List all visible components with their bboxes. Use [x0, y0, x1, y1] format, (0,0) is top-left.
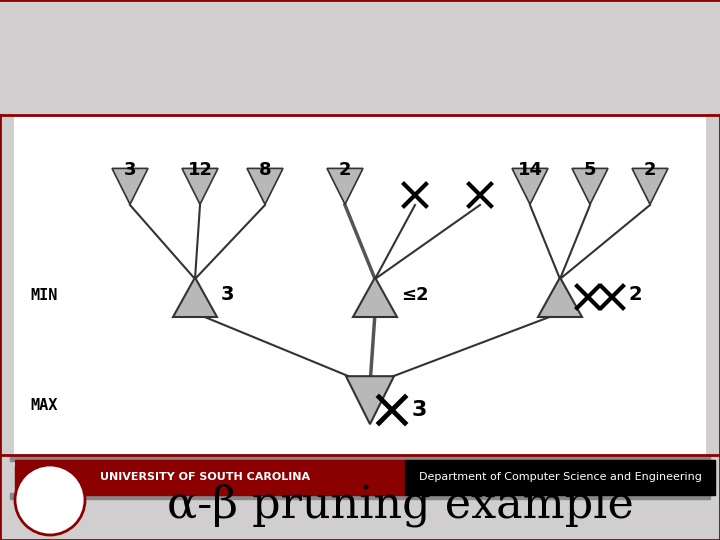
- Bar: [405, 460, 715, 495]
- Polygon shape: [173, 278, 217, 317]
- Text: 3: 3: [221, 286, 235, 305]
- Text: MAX: MAX: [30, 397, 58, 413]
- Bar: [10, 493, 710, 499]
- Polygon shape: [112, 168, 148, 205]
- Text: 12: 12: [187, 161, 212, 179]
- Text: 2: 2: [628, 286, 642, 305]
- Circle shape: [15, 465, 85, 535]
- Text: 8: 8: [258, 161, 271, 179]
- Text: 2: 2: [644, 161, 656, 179]
- Bar: [15, 460, 405, 495]
- Polygon shape: [346, 376, 394, 424]
- Text: 5: 5: [584, 161, 596, 179]
- Text: ≤2: ≤2: [401, 286, 428, 304]
- Polygon shape: [538, 278, 582, 317]
- Text: 14: 14: [518, 161, 542, 179]
- Text: 3: 3: [412, 400, 428, 420]
- Polygon shape: [572, 168, 608, 205]
- Polygon shape: [353, 278, 397, 317]
- Polygon shape: [182, 168, 218, 205]
- Polygon shape: [327, 168, 363, 205]
- Text: 3: 3: [124, 161, 136, 179]
- Text: α-β pruning example: α-β pruning example: [166, 483, 634, 527]
- Polygon shape: [247, 168, 283, 205]
- Text: MIN: MIN: [30, 287, 58, 302]
- Bar: [15, 115, 705, 465]
- Polygon shape: [512, 168, 548, 205]
- Polygon shape: [632, 168, 668, 205]
- Text: 2: 2: [338, 161, 351, 179]
- Bar: [0, 455, 720, 540]
- Text: UNIVERSITY OF SOUTH CAROLINA: UNIVERSITY OF SOUTH CAROLINA: [100, 472, 310, 482]
- Text: Department of Computer Science and Engineering: Department of Computer Science and Engin…: [418, 472, 701, 482]
- Bar: [10, 455, 710, 461]
